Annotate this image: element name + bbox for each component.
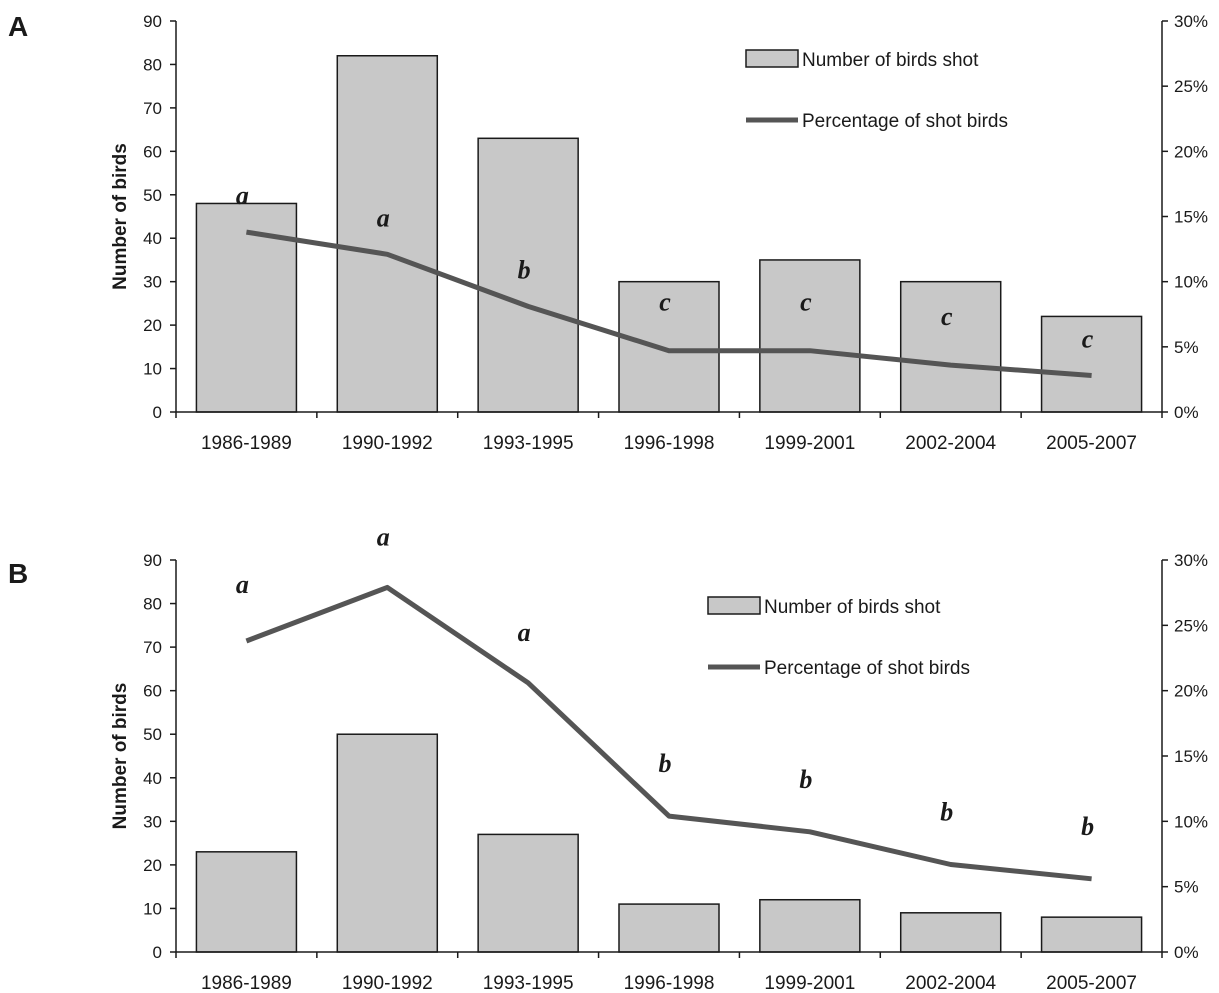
x-tick-label: 1999-2001 <box>764 973 855 993</box>
legend-bar-swatch <box>707 596 761 615</box>
x-tick-label: 2002-2004 <box>905 973 996 993</box>
right-tick-label: 0% <box>1174 403 1199 422</box>
bar <box>477 833 579 953</box>
left-tick-label: 60 <box>143 142 162 161</box>
x-tick-label: 1996-1998 <box>624 973 715 993</box>
bar <box>336 733 439 953</box>
right-tick-label: 10% <box>1174 273 1208 292</box>
significance-label: b <box>518 255 531 284</box>
y-axis-title: Number of birds <box>110 143 131 290</box>
right-tick-label: 20% <box>1174 142 1208 161</box>
panel-a: A 0 10 20 30 40 50 60 70 80 90 0% 5% 10% 15% 20% 25% 30% 1… <box>8 11 1208 454</box>
legend-bar-label: Number of birds shot <box>802 50 979 71</box>
left-tick-label: 30 <box>143 812 162 831</box>
left-tick-label: 0 <box>153 943 162 962</box>
significance-label: a <box>236 570 249 599</box>
bar <box>1040 315 1143 413</box>
legend-line-label: Percentage of shot birds <box>764 658 970 679</box>
right-tick-label: 25% <box>1174 77 1208 96</box>
left-tick-label: 20 <box>143 856 162 875</box>
significance-label: a <box>377 203 390 232</box>
left-tick-label: 10 <box>143 899 162 918</box>
left-tick-label: 80 <box>143 55 162 74</box>
significance-label: c <box>659 288 671 317</box>
x-tick-label: 2005-2007 <box>1046 433 1137 454</box>
x-tick-label: 1993-1995 <box>483 973 574 993</box>
significance-label: a <box>236 181 249 210</box>
x-tick-label: 2002-2004 <box>905 433 996 454</box>
left-tick-label: 40 <box>143 769 162 788</box>
bar <box>618 280 720 413</box>
x-tick-label: 1990-1992 <box>342 433 433 454</box>
left-tick-label: 30 <box>143 273 162 292</box>
right-tick-label: 15% <box>1174 747 1208 766</box>
bar <box>759 898 861 953</box>
panel-letter: B <box>8 558 28 589</box>
significance-label: a <box>377 522 390 551</box>
significance-label: a <box>518 618 531 647</box>
right-tick-label: 5% <box>1174 338 1199 357</box>
x-tick-label: 1986-1989 <box>201 973 292 993</box>
panel-b: B 0 10 20 30 40 50 60 70 80 90 0% 5% 10% 15% 20% 25% 30% 1… <box>8 522 1208 993</box>
bar <box>899 912 1002 953</box>
left-tick-label: 10 <box>143 360 162 379</box>
left-tick-label: 90 <box>143 12 162 31</box>
left-tick-label: 50 <box>143 186 162 205</box>
significance-label: c <box>941 302 953 331</box>
legend-line-label: Percentage of shot birds <box>802 111 1008 132</box>
bar <box>899 280 1002 413</box>
panel-letter: A <box>8 11 28 42</box>
left-tick-label: 20 <box>143 316 162 335</box>
x-tick-label: 2005-2007 <box>1046 973 1137 993</box>
y-axis-title: Number of birds <box>110 683 131 830</box>
bar <box>195 202 298 413</box>
left-tick-label: 70 <box>143 638 162 657</box>
right-tick-label: 10% <box>1174 812 1208 831</box>
left-tick-label: 60 <box>143 682 162 701</box>
bar <box>336 55 439 413</box>
x-tick-label: 1993-1995 <box>483 433 574 454</box>
percentage-line <box>246 229 1092 378</box>
left-tick-label: 40 <box>143 229 162 248</box>
significance-label: c <box>1082 325 1094 354</box>
right-tick-label: 5% <box>1174 878 1199 897</box>
x-tick-label: 1990-1992 <box>342 973 433 993</box>
left-tick-label: 70 <box>143 99 162 118</box>
bar <box>477 137 579 413</box>
legend-bar-swatch <box>745 49 799 68</box>
bar <box>759 259 861 413</box>
significance-label: b <box>1081 812 1094 841</box>
significance-label: b <box>940 797 953 826</box>
right-tick-label: 15% <box>1174 208 1208 227</box>
left-tick-label: 0 <box>153 403 162 422</box>
left-tick-label: 90 <box>143 551 162 570</box>
bar <box>618 903 720 953</box>
right-tick-label: 0% <box>1174 943 1199 962</box>
left-tick-label: 50 <box>143 725 162 744</box>
legend-bar-label: Number of birds shot <box>764 597 941 618</box>
significance-label: b <box>659 749 672 778</box>
significance-label: c <box>800 288 812 317</box>
x-tick-label: 1999-2001 <box>764 433 855 454</box>
percentage-line <box>245 584 1092 882</box>
legend: Number of birds shot Percentage of shot b… <box>745 49 1008 132</box>
left-tick-label: 80 <box>143 595 162 614</box>
right-tick-label: 25% <box>1174 616 1208 635</box>
bar <box>195 851 298 953</box>
right-tick-label: 30% <box>1174 12 1208 31</box>
bar <box>1040 916 1143 953</box>
x-tick-label: 1986-1989 <box>201 433 292 454</box>
significance-label: b <box>799 765 812 794</box>
x-tick-label: 1996-1998 <box>624 433 715 454</box>
right-tick-label: 20% <box>1174 682 1208 701</box>
legend: Number of birds shot Percentage of shot b… <box>707 596 970 679</box>
right-tick-label: 30% <box>1174 551 1208 570</box>
